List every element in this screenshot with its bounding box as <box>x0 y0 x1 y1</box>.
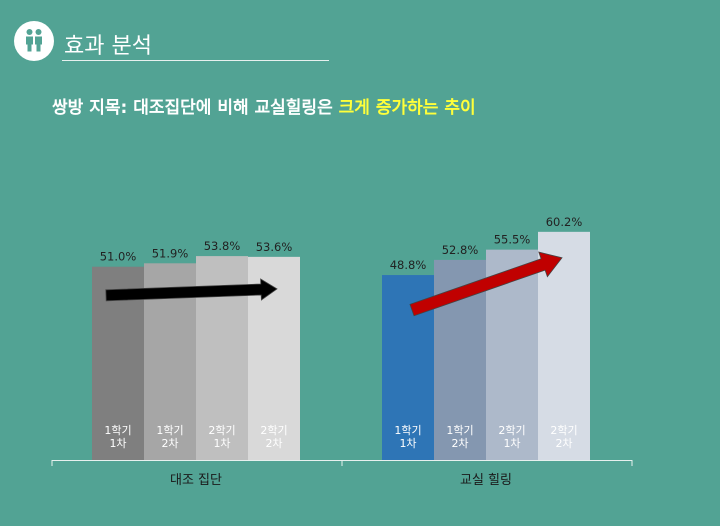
bar-value-label: 53.8% <box>204 239 241 253</box>
bar-inner-label: 1차 <box>109 437 126 450</box>
bar-inner-label: 1차 <box>399 437 416 450</box>
x-tick-label: 교실 힐링 <box>460 473 512 488</box>
bar-value-label: 52.8% <box>442 243 479 257</box>
bar-inner-label: 1학기 <box>446 424 473 437</box>
bar-value-label: 48.8% <box>390 258 427 272</box>
bar-value-label: 60.2% <box>546 215 583 229</box>
bar-inner-label: 1학기 <box>104 424 131 437</box>
bar-inner-label: 2차 <box>161 437 178 450</box>
bar-inner-label: 1차 <box>503 437 520 450</box>
bar-inner-label: 2학기 <box>208 424 235 437</box>
bar-inner-label: 1학기 <box>156 424 183 437</box>
bar-value-label: 55.5% <box>494 233 531 247</box>
bar-inner-label: 1학기 <box>394 424 421 437</box>
bar-value-label: 53.6% <box>256 240 293 254</box>
bar-inner-label: 2학기 <box>260 424 287 437</box>
bar-inner-label: 1차 <box>213 437 230 450</box>
x-tick-label: 대조 집단 <box>170 473 222 488</box>
bar-inner-label: 2차 <box>265 437 282 450</box>
bar-inner-label: 2차 <box>451 437 468 450</box>
bar-value-label: 51.9% <box>152 246 189 260</box>
bar-inner-label: 2학기 <box>550 424 577 437</box>
bar-inner-label: 2학기 <box>498 424 525 437</box>
bar-inner-label: 2차 <box>555 437 572 450</box>
bar-value-label: 51.0% <box>100 250 137 264</box>
